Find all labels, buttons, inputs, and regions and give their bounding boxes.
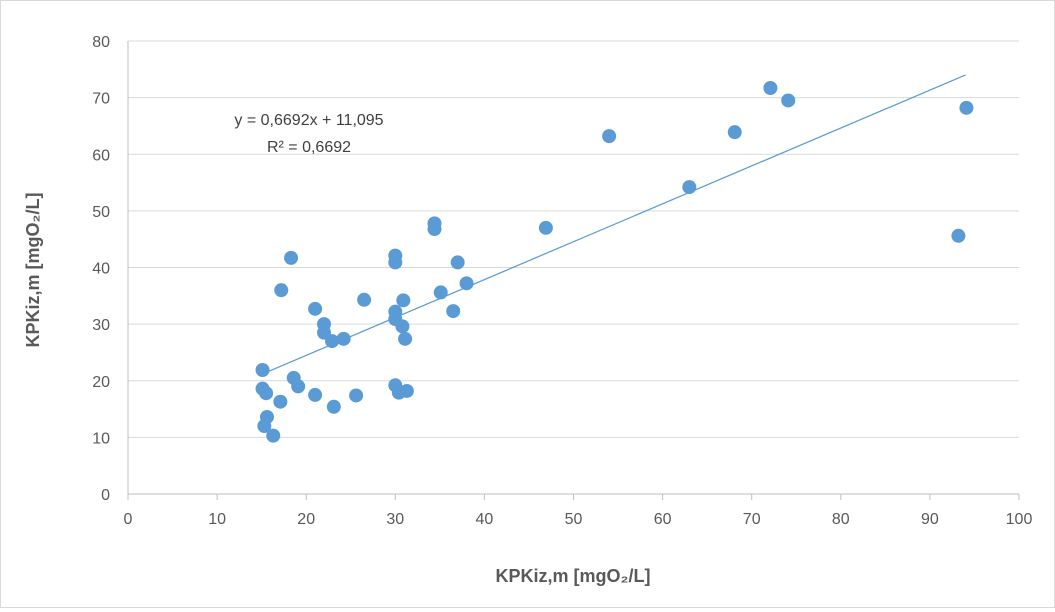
data-point (395, 319, 410, 334)
data-point (396, 293, 411, 308)
y-axis-title: KPKiz,m [mgO₂/L] (23, 193, 43, 348)
data-point (266, 428, 281, 443)
x-tick-label: 90 (921, 511, 939, 528)
data-point (349, 388, 364, 403)
data-point (255, 362, 270, 377)
data-point (959, 100, 974, 115)
data-point (398, 331, 413, 346)
data-points (255, 80, 974, 443)
x-tick-label: 0 (124, 511, 133, 528)
data-point (325, 334, 340, 349)
data-point (336, 331, 351, 346)
data-point (308, 387, 323, 402)
data-point (602, 129, 617, 144)
y-tick-label: 70 (92, 91, 110, 108)
y-tick-label: 20 (92, 374, 110, 391)
data-point (259, 409, 274, 424)
data-point (326, 399, 341, 414)
data-point (763, 80, 778, 95)
data-point (284, 250, 299, 265)
y-tick-label: 80 (92, 34, 110, 51)
x-tick-label: 80 (832, 511, 850, 528)
x-tick-label: 10 (208, 511, 226, 528)
data-point (291, 379, 306, 394)
x-tick-label: 40 (476, 511, 494, 528)
trendline (261, 74, 966, 375)
data-point (357, 292, 372, 307)
data-point (399, 383, 414, 398)
x-tick-label: 30 (386, 511, 404, 528)
data-point (682, 180, 697, 195)
x-tick-label: 70 (743, 511, 761, 528)
trendline-equation: y = 0,6692x + 11,095 (234, 112, 383, 129)
data-point (450, 255, 465, 270)
data-point (446, 304, 461, 319)
trendline-r-squared: R² = 0,6692 (267, 139, 351, 156)
data-point (388, 255, 403, 270)
x-tick-label: 50 (565, 511, 583, 528)
y-tick-label: 10 (92, 430, 110, 447)
x-tick-label: 100 (1006, 511, 1033, 528)
x-axis-title: KPKiz,m [mgO₂/L] (496, 566, 651, 586)
data-point (308, 301, 323, 316)
x-tick-label: 60 (654, 511, 672, 528)
data-point (781, 93, 796, 108)
y-tick-label: 60 (92, 147, 110, 164)
gridlines (128, 40, 1019, 438)
y-tick-label: 0 (101, 487, 110, 504)
data-point (459, 276, 474, 291)
trendline-group (261, 74, 966, 375)
data-point (727, 125, 742, 140)
data-point (274, 283, 289, 298)
data-point (538, 220, 553, 235)
data-point (259, 386, 274, 401)
axes: 0 10 20 30 40 50 60 70 80 0 10 20 30 40 50 60 70 80 90 100 (92, 34, 1032, 528)
data-point (273, 394, 288, 409)
data-point (951, 228, 966, 243)
y-tick-label: 50 (92, 204, 110, 221)
data-point (433, 285, 448, 300)
x-tick-label: 20 (297, 511, 315, 528)
y-tick-label: 40 (92, 261, 110, 278)
data-point (427, 221, 442, 236)
y-tick-label: 30 (92, 317, 110, 334)
